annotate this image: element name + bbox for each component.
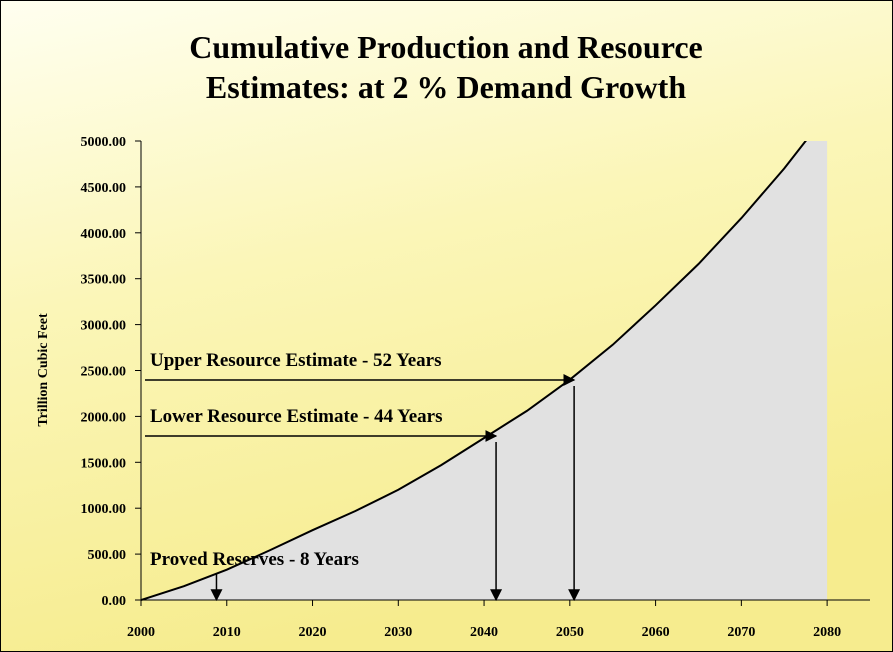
x-tick-label: 2040 [470,625,498,640]
axes: 0.00 500.00 1000.00 1500.00 2000.00 2500.00 30… [81,135,870,640]
x-tick-label: 2030 [384,625,412,640]
y-tick-label: 4500.00 [81,181,127,196]
plot-area [141,141,828,601]
y-tick-label: 1500.00 [81,456,127,471]
y-tick-label: 5000.00 [81,135,127,150]
x-tick-label: 2070 [727,625,755,640]
chart-title: Estimates: at 2 % Demand Growth [206,69,686,105]
x-tick-label: 2060 [642,625,670,640]
y-tick-label: 1000.00 [81,502,127,517]
y-axis-label: Trillion Cubic Feet [36,313,51,427]
x-tick-label: 2080 [813,625,841,640]
y-tick-label: 500.00 [88,548,127,563]
chart-title: Cumulative Production and Resource [189,29,703,65]
y-tick-label: 0.00 [102,594,127,609]
annotation-text: Proved Reserves - 8 Years [150,549,359,570]
area [141,141,828,600]
x-tick-label: 2050 [556,625,584,640]
y-tick-label: 3000.00 [81,319,127,334]
annotation-text: Upper Resource Estimate - 52 Years [150,350,441,371]
x-tick-label: 2000 [127,625,155,640]
y-tick-label: 2500.00 [81,365,127,380]
x-tick-label: 2010 [213,625,241,640]
y-tick-label: 3500.00 [81,273,127,288]
annotation-text: Lower Resource Estimate - 44 Years [150,406,443,427]
y-tick-label: 2000.00 [81,410,127,425]
y-tick-label: 4000.00 [81,227,127,242]
line [141,141,807,601]
x-tick-label: 2020 [299,625,327,640]
